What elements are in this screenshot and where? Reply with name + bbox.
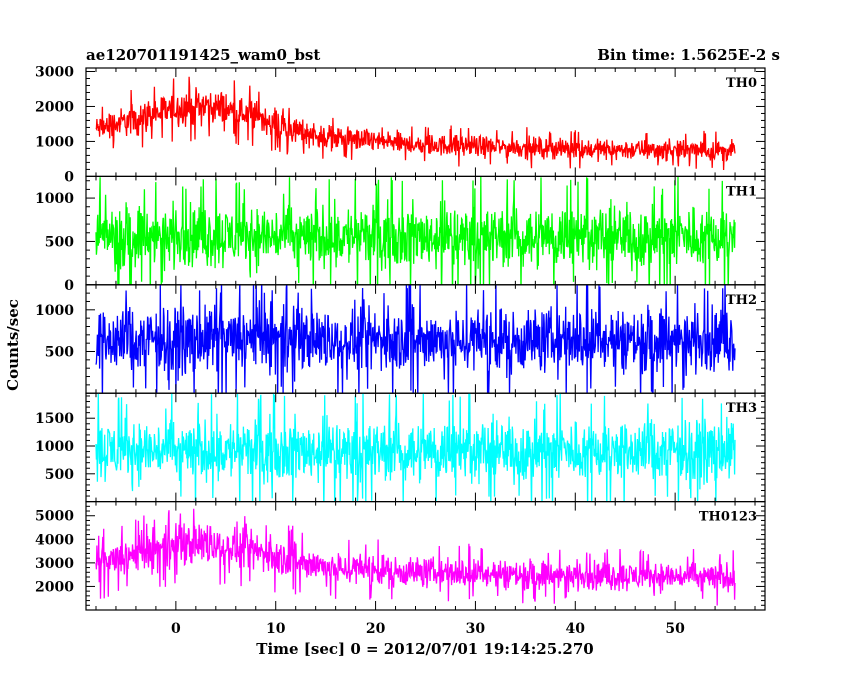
panel-label-th2: TH2 bbox=[726, 293, 757, 308]
series-trace-th0123 bbox=[95, 508, 736, 606]
x-tick-label: 0 bbox=[171, 621, 181, 637]
series-trace-th3 bbox=[95, 393, 736, 502]
y-tick-label: 500 bbox=[45, 345, 74, 361]
x-tick-label: 50 bbox=[665, 621, 685, 637]
y-tick-label: 1000 bbox=[35, 439, 74, 455]
panel-label-th0: TH0 bbox=[726, 76, 757, 91]
panel-frame-th0123 bbox=[85, 501, 766, 611]
series-trace-th2 bbox=[95, 284, 736, 394]
y-tick-label: 4000 bbox=[35, 532, 74, 548]
panel-label-th0123: TH0123 bbox=[699, 510, 757, 525]
chart-title-left: ae120701191425_wam0_bst bbox=[86, 46, 320, 64]
panels-group: TH00100020003000TH105001000TH25001000TH3… bbox=[35, 64, 766, 637]
y-tick-label: 5000 bbox=[35, 509, 74, 525]
y-tick-label: 1500 bbox=[35, 411, 74, 427]
x-axis-label: Time [sec] 0 = 2012/07/01 19:14:25.270 bbox=[256, 640, 593, 658]
chart-title-right: Bin time: 1.5625E-2 s bbox=[597, 46, 780, 64]
y-tick-label: 0 bbox=[64, 278, 74, 294]
y-tick-label: 0 bbox=[64, 169, 74, 185]
y-tick-label: 2000 bbox=[35, 579, 74, 595]
y-tick-label: 1000 bbox=[35, 191, 74, 207]
y-tick-label: 500 bbox=[45, 467, 74, 483]
series-trace-th0 bbox=[95, 76, 736, 171]
y-axis-label: Counts/sec bbox=[4, 299, 22, 391]
panel-frame-th0 bbox=[85, 67, 766, 178]
series-trace-th1 bbox=[95, 176, 736, 285]
panel-label-th3: TH3 bbox=[726, 401, 757, 416]
y-tick-label: 2000 bbox=[35, 99, 74, 115]
x-tick-label: 40 bbox=[566, 621, 586, 637]
y-tick-label: 1000 bbox=[35, 303, 74, 319]
y-tick-label: 3000 bbox=[35, 64, 74, 80]
x-tick-label: 20 bbox=[366, 621, 386, 637]
y-tick-label: 1000 bbox=[35, 134, 74, 150]
x-tick-label: 10 bbox=[266, 621, 286, 637]
y-tick-label: 500 bbox=[45, 234, 74, 250]
x-tick-label: 30 bbox=[466, 621, 486, 637]
y-tick-label: 3000 bbox=[35, 556, 74, 572]
panel-label-th1: TH1 bbox=[726, 184, 757, 199]
